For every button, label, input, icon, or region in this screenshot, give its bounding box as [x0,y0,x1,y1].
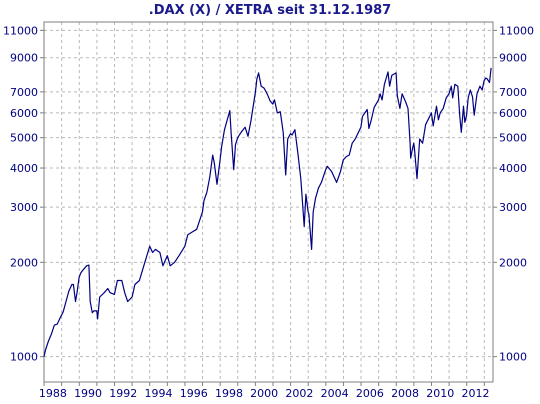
y-tick-label-right: 9000 [499,52,527,65]
x-tick-label: 1990 [74,387,102,400]
x-tick-label: 2010 [426,387,454,400]
y-tick-label-right: 4000 [499,162,527,175]
plot-frame [43,21,494,383]
x-tick-label: 2012 [462,387,490,400]
y-tick-label-left: 2000 [10,256,38,269]
x-tick-label: 2006 [356,387,384,400]
chart-title: .DAX (X) / XETRA seit 31.12.1987 [149,3,391,18]
axis-layer: 1000 1000 2000 2000 3000 3000 4000 4000 5000 5000… [3,24,534,400]
y-tick-label-left: 6000 [10,107,38,120]
x-tick-label: 1998 [215,387,243,400]
y-tick-label-right: 5000 [499,132,527,145]
x-tick-label: 1988 [39,387,67,400]
x-tick-label: 2004 [321,387,349,400]
y-tick-label-left: 9000 [10,52,38,65]
x-tick-label: 2002 [285,387,313,400]
series-layer [43,67,492,357]
y-tick-label-left: 4000 [10,162,38,175]
y-tick-label-left: 5000 [10,132,38,145]
x-tick-label: 2000 [250,387,278,400]
y-tick-label-right: 6000 [499,107,527,120]
y-tick-label-left: 3000 [10,201,38,214]
y-tick-label-right: 7000 [499,86,527,99]
x-tick-label: 1996 [180,387,208,400]
x-tick-label: 2008 [391,387,419,400]
grid-layer [43,22,493,382]
y-tick-label-left: 1000 [10,351,38,364]
dax-price-line [43,67,492,357]
x-tick-label: 1994 [145,387,173,400]
y-tick-label-right: 1000 [499,351,527,364]
y-tick-label-right: 3000 [499,201,527,214]
y-tick-label-left: 7000 [10,86,38,99]
y-tick-label-right: 11000 [499,24,534,37]
y-tick-label-left: 11000 [3,24,38,37]
x-tick-label: 1992 [109,387,137,400]
y-tick-label-right: 2000 [499,256,527,269]
